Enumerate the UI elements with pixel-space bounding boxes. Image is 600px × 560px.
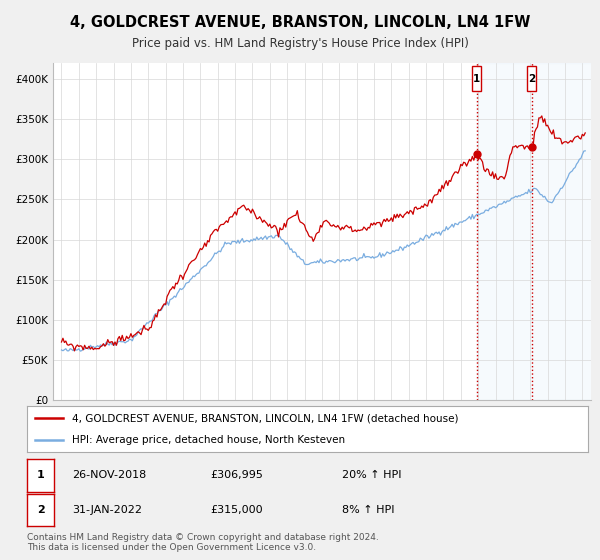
Text: 8% ↑ HPI: 8% ↑ HPI (342, 505, 395, 515)
Bar (476, 63, 600, 400)
Text: HPI: Average price, detached house, North Kesteven: HPI: Average price, detached house, Nort… (72, 435, 345, 445)
Text: Contains HM Land Registry data © Crown copyright and database right 2024.: Contains HM Land Registry data © Crown c… (27, 533, 379, 542)
Text: 2: 2 (528, 74, 535, 84)
Text: 1: 1 (473, 74, 480, 84)
Text: 20% ↑ HPI: 20% ↑ HPI (342, 470, 401, 480)
FancyBboxPatch shape (527, 66, 536, 91)
FancyBboxPatch shape (472, 66, 481, 91)
Text: 26-NOV-2018: 26-NOV-2018 (72, 470, 146, 480)
Text: 1: 1 (37, 470, 44, 480)
Text: £315,000: £315,000 (210, 505, 263, 515)
Text: 4, GOLDCREST AVENUE, BRANSTON, LINCOLN, LN4 1FW (detached house): 4, GOLDCREST AVENUE, BRANSTON, LINCOLN, … (72, 413, 458, 423)
Text: £306,995: £306,995 (210, 470, 263, 480)
Text: 4, GOLDCREST AVENUE, BRANSTON, LINCOLN, LN4 1FW: 4, GOLDCREST AVENUE, BRANSTON, LINCOLN, … (70, 15, 530, 30)
Text: This data is licensed under the Open Government Licence v3.0.: This data is licensed under the Open Gov… (27, 543, 316, 552)
Text: Price paid vs. HM Land Registry's House Price Index (HPI): Price paid vs. HM Land Registry's House … (131, 37, 469, 50)
Text: 31-JAN-2022: 31-JAN-2022 (72, 505, 142, 515)
Text: 2: 2 (37, 505, 44, 515)
